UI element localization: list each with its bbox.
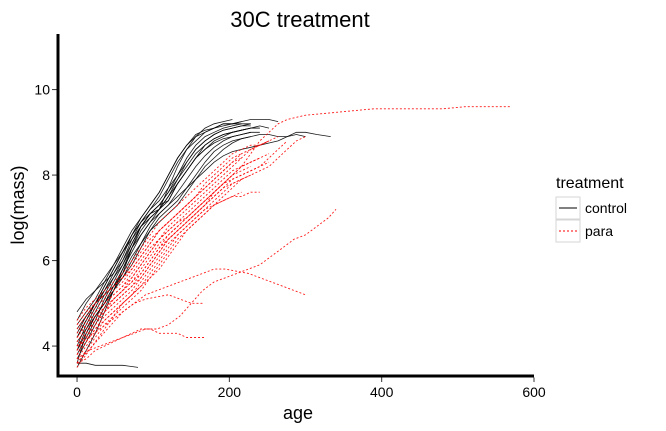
- x-tick-label: 0: [73, 384, 81, 400]
- x-tick-label: 400: [370, 384, 394, 400]
- para-line-2: [76, 209, 337, 360]
- para-line-11: [76, 174, 251, 368]
- x-tick-label: 600: [522, 384, 546, 400]
- para-line-15: [76, 140, 288, 351]
- legend: treatment control para: [555, 175, 627, 243]
- control-line-12: [77, 362, 139, 368]
- control-line-10: [76, 131, 331, 343]
- para-line-5: [76, 328, 205, 364]
- control-line-15: [76, 127, 260, 351]
- para-line-13: [76, 178, 242, 360]
- legend-title: treatment: [556, 175, 624, 192]
- y-axis-title: log(mass): [8, 165, 28, 244]
- y-tick-label: 6: [42, 253, 50, 269]
- control-line-16: [76, 125, 251, 338]
- x-axis-title: age: [283, 403, 313, 423]
- control-line-6: [76, 119, 279, 347]
- para-line-14: [76, 153, 270, 343]
- control-line-13: [76, 123, 242, 313]
- control-line-1: [76, 121, 242, 364]
- para-line-17: [76, 191, 242, 364]
- chart-title: 30C treatment: [230, 7, 369, 32]
- para-line-12: [76, 140, 270, 321]
- para-line-16: [76, 157, 242, 330]
- para-line-3: [76, 268, 306, 347]
- series-para: [76, 106, 512, 368]
- y-tick-label: 8: [42, 167, 50, 183]
- legend-label: control: [585, 200, 627, 216]
- control-line-2: [76, 123, 251, 351]
- legend-item-para: para: [555, 219, 613, 243]
- para-line-9: [76, 166, 251, 347]
- para-line-18: [76, 161, 270, 338]
- legend-item-control: control: [555, 196, 627, 220]
- para-line-4: [76, 294, 203, 364]
- series-layer: [76, 106, 512, 368]
- control-line-8: [76, 131, 251, 360]
- x-axis-ticks: 0 200 400 600: [73, 377, 546, 400]
- para-line-19: [76, 191, 260, 355]
- x-tick-label: 200: [218, 384, 242, 400]
- y-tick-label: 4: [42, 338, 50, 354]
- control-line-11: [76, 134, 306, 368]
- control-line-9: [76, 125, 270, 321]
- legend-label: para: [585, 223, 613, 239]
- series-control: [76, 119, 331, 368]
- y-tick-label: 10: [34, 82, 50, 98]
- para-line-20: [76, 136, 306, 347]
- control-line-14: [76, 136, 251, 330]
- y-axis-ticks: 4 6 8 10: [34, 82, 57, 354]
